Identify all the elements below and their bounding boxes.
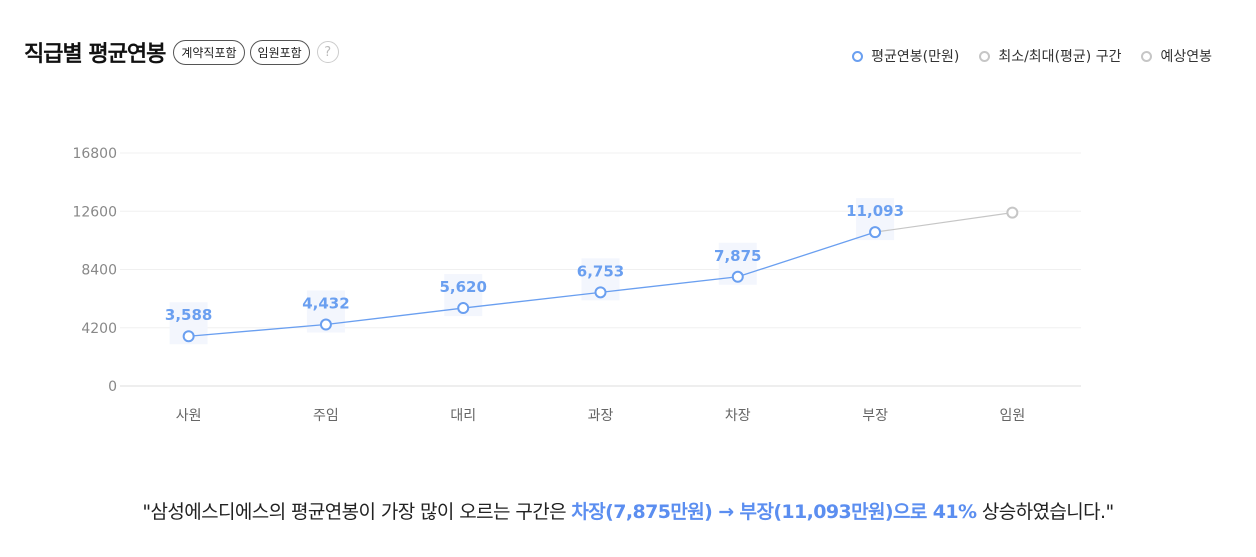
legend-item-average[interactable]: 평균연봉(만원) [852, 46, 959, 66]
x-tick-label: 임원 [999, 408, 1025, 424]
data-label: 7,875 [714, 247, 761, 265]
legend-label: 평균연봉(만원) [871, 49, 960, 65]
y-tick-label: 0 [108, 379, 117, 395]
chart-legend: 평균연봉(만원) 최소/최대(평균) 구간 예상연봉 [832, 46, 1212, 66]
y-tick-label: 16800 [72, 146, 117, 162]
legend-dot-gray-icon [979, 50, 991, 62]
legend-label: 최소/최대(평균) 구간 [998, 49, 1122, 65]
x-tick-label: 주임 [313, 408, 339, 424]
expected-point [1006, 206, 1019, 219]
legend-item-range[interactable]: 최소/최대(평균) 구간 [979, 46, 1121, 66]
legend-dot-blue-icon [852, 50, 864, 62]
summary-text: "삼성에스디에스의 평균연봉이 가장 많이 오르는 구간은 차장(7,875만원… [0, 497, 1256, 524]
average-point [319, 318, 332, 331]
contract-include-toggle[interactable]: 계약직포함 [173, 39, 245, 65]
data-label: 4,432 [302, 295, 349, 313]
page-title: 직급별 평균연봉 [24, 42, 166, 67]
y-tick-label: 4200 [81, 321, 117, 337]
help-icon[interactable]: ? [316, 41, 339, 63]
average-point [182, 330, 195, 343]
line-chart: 0 4200 8400 12600 16800 사원 주임 대리 과장 차장 부장 임원 3,588 4,… [72, 146, 1081, 424]
x-tick-label: 대리 [450, 408, 476, 424]
data-label: 3,588 [165, 306, 212, 324]
legend-label: 예상연봉 [1160, 49, 1212, 65]
data-label: 5,620 [439, 278, 486, 296]
executive-include-toggle[interactable]: 임원포함 [249, 39, 310, 65]
average-point [869, 226, 882, 239]
x-tick-label: 과장 [588, 408, 614, 424]
legend-item-expected[interactable]: 예상연봉 [1141, 46, 1212, 66]
average-point [731, 270, 744, 283]
y-tick-label: 8400 [81, 263, 117, 279]
summary-prefix: "삼성에스디에스의 평균연봉이 가장 많이 오르는 구간은 [142, 501, 572, 523]
summary-highlight: 차장(7,875만원) → 부장(11,093만원)으로 41% [571, 501, 977, 523]
legend-dot-gray-icon [1141, 50, 1153, 62]
x-tick-label: 차장 [725, 408, 751, 424]
chart-header: 직급별 평균연봉 계약직포함 임원포함 ? [24, 36, 339, 68]
data-label: 6,753 [577, 262, 624, 280]
x-tick-label: 부장 [862, 408, 888, 424]
average-point [594, 286, 607, 299]
average-point [457, 302, 470, 315]
data-label: 11,093 [846, 202, 904, 220]
y-tick-label: 12600 [72, 204, 117, 220]
x-tick-label: 사원 [176, 408, 202, 424]
expected-series-line [874, 212, 1013, 233]
summary-suffix: 상승하였습니다." [976, 501, 1114, 523]
average-series-line [188, 231, 876, 337]
